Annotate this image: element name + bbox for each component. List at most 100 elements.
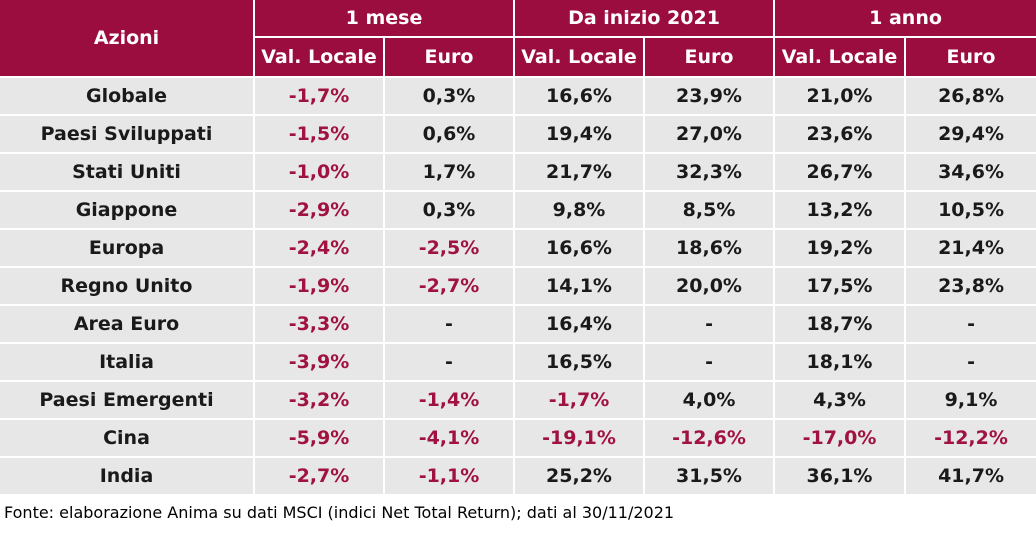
table-cell: 31,5% (644, 456, 776, 494)
table-cell: 41,7% (905, 456, 1036, 494)
table-cell: - (384, 304, 515, 343)
header-row-groups: Azioni 1 mese Da inizio 2021 1 anno (0, 0, 1036, 78)
table-cell: 1,7% (384, 152, 515, 191)
table-cell: -2,5% (384, 228, 515, 267)
table-cell: -2,7% (254, 456, 385, 494)
table-cell: -2,4% (254, 228, 385, 267)
table-row: Giappone -2,9% 0,3% 9,8% 8,5% 13,2% 10,5% (0, 190, 1036, 229)
table-cell: 0,3% (384, 76, 515, 115)
table-cell: 26,7% (774, 152, 907, 191)
table-row: Stati Uniti -1,0% 1,7% 21,7% 32,3% 26,7% 34,6% (0, 152, 1036, 191)
table-cell: 16,6% (514, 228, 645, 267)
table-cell: 16,6% (514, 76, 645, 115)
table-cell: 21,4% (905, 228, 1036, 267)
table-cell: 19,4% (514, 114, 645, 153)
table-row: Area Euro -3,3% -16,4% -18,7% - (0, 304, 1036, 343)
table-cell: 32,3% (644, 152, 776, 191)
table-cell: -2,9% (254, 190, 385, 229)
subcolumn-header: Val. Locale (514, 37, 645, 77)
row-label: Stati Uniti (0, 152, 255, 191)
table-cell: 23,6% (774, 114, 907, 153)
table-cell: -1,0% (254, 152, 385, 191)
table-cell: -1,4% (384, 380, 515, 419)
subcolumn-header: Euro (644, 37, 776, 77)
table-cell: 21,0% (774, 76, 907, 115)
row-label: Italia (0, 342, 255, 381)
row-label: India (0, 456, 255, 494)
subcolumn-header: Val. Locale (774, 37, 907, 77)
table-cell: -19,1% (514, 418, 645, 457)
table-cell: - (384, 342, 515, 381)
table-cell: 23,8% (905, 266, 1036, 305)
table-cell: - (644, 342, 776, 381)
subcolumn-header: Val. Locale (254, 37, 385, 77)
table-row: Regno Unito -1,9% -2,7% 14,1% 20,0% 17,5% 23,8… (0, 266, 1036, 305)
table-cell: - (905, 304, 1036, 343)
row-header-label: Azioni (0, 0, 255, 78)
table-cell: 17,5% (774, 266, 907, 305)
table-cell: 10,5% (905, 190, 1036, 229)
table-cell: 26,8% (905, 76, 1036, 115)
table-cell: - (905, 342, 1036, 381)
table-cell: -3,2% (254, 380, 385, 419)
table-cell: 23,9% (644, 76, 776, 115)
row-label: Europa (0, 228, 255, 267)
row-label: Area Euro (0, 304, 255, 343)
table-cell: -1,7% (254, 76, 385, 115)
table-cell: 18,6% (644, 228, 776, 267)
table-cell: 18,1% (774, 342, 907, 381)
table-row: Globale -1,7% 0,3% 16,6% 23,9% 21,0% 26,8% (0, 76, 1036, 115)
table-cell: 9,8% (514, 190, 645, 229)
table-body: Globale -1,7% 0,3% 16,6% 23,9% 21,0% 26,8% Paes… (0, 76, 1036, 494)
group-header: 1 mese (254, 0, 515, 38)
table-cell: 21,7% (514, 152, 645, 191)
table-cell: - (644, 304, 776, 343)
table-cell: 25,2% (514, 456, 645, 494)
table-cell: 16,5% (514, 342, 645, 381)
table-cell: 0,6% (384, 114, 515, 153)
source-note: Fonte: elaborazione Anima su dati MSCI (… (4, 503, 675, 522)
table-cell: -3,9% (254, 342, 385, 381)
table-cell: 4,3% (774, 380, 907, 419)
table-cell: 13,2% (774, 190, 907, 229)
table-cell: -3,3% (254, 304, 385, 343)
table-cell: 29,4% (905, 114, 1036, 153)
row-label: Cina (0, 418, 255, 457)
table-cell: 4,0% (644, 380, 776, 419)
table-cell: 19,2% (774, 228, 907, 267)
table-cell: -4,1% (384, 418, 515, 457)
table-cell: 14,1% (514, 266, 645, 305)
table-cell: -2,7% (384, 266, 515, 305)
row-label: Globale (0, 76, 255, 115)
table-cell: -1,7% (514, 380, 645, 419)
table-cell: 27,0% (644, 114, 776, 153)
table-row: Cina -5,9% -4,1% -19,1% -12,6% -17,0% -12,2% (0, 418, 1036, 457)
row-label: Giappone (0, 190, 255, 229)
table-cell: 20,0% (644, 266, 776, 305)
subcolumn-header: Euro (384, 37, 515, 77)
group-header: 1 anno (774, 0, 1036, 38)
table-cell: 18,7% (774, 304, 907, 343)
table-row: Paesi Emergenti -3,2% -1,4% -1,7% 4,0% 4,3% 9,… (0, 380, 1036, 419)
returns-table: Azioni 1 mese Da inizio 2021 1 anno Val.… (0, 0, 1036, 494)
table-cell: -1,1% (384, 456, 515, 494)
group-header: Da inizio 2021 (514, 0, 776, 38)
table-cell: 8,5% (644, 190, 776, 229)
row-label: Paesi Sviluppati (0, 114, 255, 153)
table-cell: 9,1% (905, 380, 1036, 419)
table-cell: -17,0% (774, 418, 907, 457)
table-row: Italia -3,9% -16,5% -18,1% - (0, 342, 1036, 381)
table-cell: 16,4% (514, 304, 645, 343)
table-cell: -5,9% (254, 418, 385, 457)
table-cell: -1,5% (254, 114, 385, 153)
table-cell: -12,2% (905, 418, 1036, 457)
table-cell: 0,3% (384, 190, 515, 229)
table-cell: 34,6% (905, 152, 1036, 191)
table-row: Paesi Sviluppati -1,5% 0,6% 19,4% 27,0% 23,6%… (0, 114, 1036, 153)
table-row: India -2,7% -1,1% 25,2% 31,5% 36,1% 41,7% (0, 456, 1036, 494)
table-cell: 36,1% (774, 456, 907, 494)
row-label: Regno Unito (0, 266, 255, 305)
table-cell: -12,6% (644, 418, 776, 457)
row-label: Paesi Emergenti (0, 380, 255, 419)
table-row: Europa -2,4% -2,5% 16,6% 18,6% 19,2% 21,4% (0, 228, 1036, 267)
